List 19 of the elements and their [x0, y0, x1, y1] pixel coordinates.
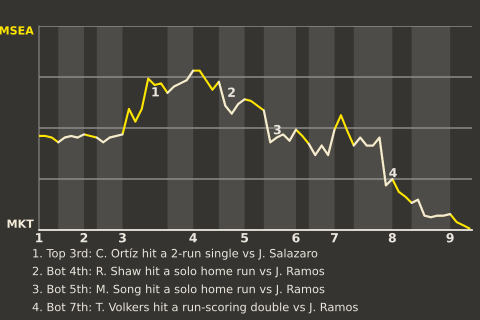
annotation: 2 — [228, 88, 235, 97]
x-tick-label: 4 — [189, 233, 197, 242]
text: 4. Bot 7th: T. Volkers hit a run-scoring double vs J. Ramos — [32, 302, 358, 314]
text: MKT — [8, 220, 34, 228]
x-tick-label: 9 — [446, 233, 454, 242]
text: 2. Bot 4th: R. Shaw hit a solo home run vs J. Ramos — [32, 266, 324, 278]
x-tick-label: 8 — [388, 233, 396, 242]
annotation: 1 — [152, 87, 159, 96]
x-tick-label: 2 — [80, 233, 88, 242]
text: 3. Bot 5th: M. Song hit a solo home run vs J. Ramos — [32, 284, 324, 296]
x-tick-label: 1 — [36, 233, 42, 242]
text: MSEA — [0, 26, 34, 35]
text: 1. Top 3rd: C. Ortíz hit a 2-run single vs J. Salazaro — [33, 248, 318, 260]
x-tick-label: 6 — [292, 233, 300, 242]
x-tick-label: 7 — [331, 233, 338, 242]
x-tick-label: 3 — [119, 233, 126, 242]
annotation: 4 — [389, 168, 397, 178]
annotation: 3 — [274, 124, 281, 134]
x-tick-label: 5 — [241, 233, 248, 242]
